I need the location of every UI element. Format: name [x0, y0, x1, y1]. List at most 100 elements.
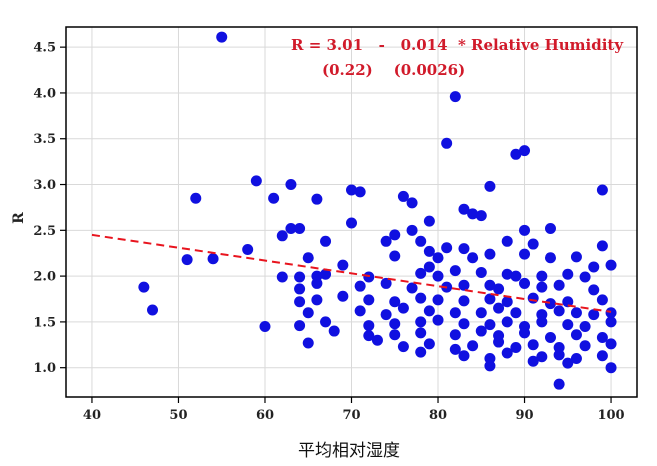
- data-point: [311, 277, 323, 289]
- data-point: [337, 259, 349, 271]
- data-point: [449, 265, 461, 277]
- data-point: [536, 316, 548, 328]
- annotation-standard-errors: (0.22) (0.0026): [322, 61, 465, 79]
- data-point: [432, 270, 444, 282]
- data-point: [562, 357, 574, 369]
- data-point: [449, 343, 461, 355]
- data-point: [553, 378, 565, 390]
- data-point: [596, 331, 608, 343]
- y-tick-label: 3.0: [33, 178, 56, 193]
- data-point: [510, 148, 522, 160]
- data-point: [501, 316, 513, 328]
- data-point: [596, 240, 608, 252]
- data-point: [389, 296, 401, 308]
- data-point: [458, 318, 470, 330]
- data-point: [415, 267, 427, 279]
- y-tick-label: 1.5: [33, 315, 56, 330]
- data-point: [605, 259, 617, 271]
- data-point: [519, 327, 531, 339]
- data-point: [397, 302, 409, 314]
- data-point: [423, 245, 435, 257]
- data-point: [596, 350, 608, 362]
- data-point: [328, 325, 340, 337]
- data-point: [294, 283, 306, 295]
- data-point: [562, 319, 574, 331]
- data-point: [363, 271, 375, 283]
- data-point: [493, 336, 505, 348]
- data-point: [147, 304, 159, 316]
- data-point: [423, 215, 435, 227]
- data-point: [484, 360, 496, 372]
- data-point: [519, 145, 531, 157]
- data-point: [441, 137, 453, 149]
- y-tick-label: 4.0: [33, 86, 56, 101]
- data-point: [371, 334, 383, 346]
- data-point: [527, 355, 539, 367]
- data-point: [519, 248, 531, 260]
- data-point: [397, 341, 409, 353]
- data-point: [570, 307, 582, 319]
- data-point: [423, 338, 435, 350]
- data-point: [579, 340, 591, 352]
- x-tick-label: 40: [83, 408, 101, 423]
- grid-layer: [66, 27, 637, 397]
- data-point: [596, 294, 608, 306]
- data-point: [441, 242, 453, 254]
- data-point: [467, 252, 479, 264]
- data-point: [527, 339, 539, 351]
- x-tick-label: 100: [597, 408, 624, 423]
- point-layer: [138, 31, 617, 390]
- data-point: [207, 253, 219, 265]
- data-point: [432, 314, 444, 326]
- data-point: [475, 210, 487, 222]
- data-point: [276, 271, 288, 283]
- data-point: [242, 244, 254, 256]
- data-point: [536, 270, 548, 282]
- y-tick-label: 2.5: [33, 224, 56, 239]
- data-point: [354, 186, 366, 198]
- data-point: [501, 268, 513, 280]
- data-point: [250, 175, 262, 187]
- data-point: [588, 261, 600, 273]
- data-point: [458, 350, 470, 362]
- data-point: [432, 294, 444, 306]
- data-point: [553, 305, 565, 317]
- data-point: [570, 353, 582, 365]
- data-point: [363, 294, 375, 306]
- data-point: [449, 329, 461, 341]
- data-point: [544, 331, 556, 343]
- data-point: [570, 329, 582, 341]
- data-point: [562, 268, 574, 280]
- data-point: [449, 91, 461, 103]
- data-point: [458, 243, 470, 255]
- data-point: [311, 294, 323, 306]
- data-point: [380, 309, 392, 321]
- data-point: [389, 329, 401, 341]
- data-point: [302, 252, 314, 264]
- data-point: [501, 296, 513, 308]
- data-point: [415, 316, 427, 328]
- data-point: [276, 230, 288, 242]
- y-tick-label: 3.5: [33, 132, 56, 147]
- data-point: [397, 190, 409, 202]
- data-point: [406, 197, 418, 209]
- data-point: [432, 252, 444, 264]
- data-point: [449, 307, 461, 319]
- data-point: [294, 271, 306, 283]
- data-point: [423, 261, 435, 273]
- data-point: [596, 184, 608, 196]
- y-tick-label: 2.0: [33, 270, 56, 285]
- data-point: [579, 320, 591, 332]
- data-point: [484, 248, 496, 260]
- data-point: [423, 305, 435, 317]
- x-tick-label: 60: [256, 408, 274, 423]
- data-point: [475, 266, 487, 278]
- data-point: [527, 238, 539, 250]
- tick-layer: 40 50 60 70 80 90 100 1.0 1.5 2.0 2.5 3.0 3.5 4.0 4.5: [33, 41, 624, 423]
- data-point: [579, 271, 591, 283]
- data-point: [570, 251, 582, 263]
- data-point: [493, 302, 505, 314]
- data-point: [536, 281, 548, 293]
- data-point: [415, 327, 427, 339]
- data-point: [458, 279, 470, 291]
